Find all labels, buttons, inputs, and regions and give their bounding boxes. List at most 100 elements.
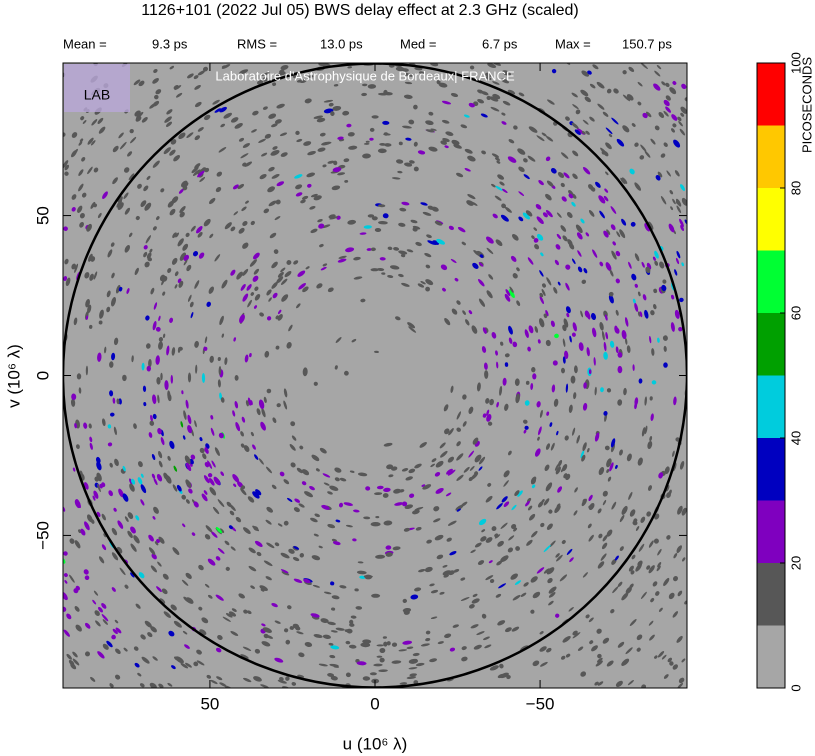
speckle [247, 299, 252, 308]
stat-label: Max = [555, 36, 591, 51]
speckle [422, 211, 432, 216]
speckle [150, 414, 153, 422]
speckle [211, 460, 216, 468]
speckle [598, 195, 606, 204]
speckle [276, 181, 285, 187]
speckle [357, 561, 364, 564]
speckle [283, 388, 288, 398]
speckle [379, 142, 386, 146]
speckle [115, 284, 121, 294]
speckle [318, 223, 325, 229]
speckle [82, 120, 87, 124]
speckle [148, 547, 156, 555]
speckle [460, 597, 470, 601]
speckle [185, 399, 189, 409]
speckle [108, 490, 113, 497]
speckle [190, 311, 194, 319]
speckle [333, 160, 338, 166]
speckle [592, 249, 598, 258]
speckle [109, 361, 114, 368]
speckle [153, 302, 158, 310]
speckle [389, 265, 400, 270]
speckle [527, 155, 536, 162]
speckle [588, 505, 593, 510]
speckle [111, 587, 116, 592]
speckle [415, 526, 422, 531]
speckle [281, 294, 289, 302]
speckle [501, 112, 506, 116]
speckle [78, 169, 84, 176]
speckle [565, 383, 569, 393]
speckle [580, 310, 584, 318]
speckle [353, 276, 363, 280]
speckle [395, 66, 405, 72]
speckle [679, 128, 686, 136]
speckle [252, 491, 260, 499]
speckle [485, 398, 490, 404]
speckle [302, 367, 308, 377]
speckle [446, 537, 452, 542]
speckle [533, 227, 537, 231]
speckle [387, 275, 394, 278]
speckle [597, 508, 602, 514]
speckle [677, 682, 684, 688]
speckle [313, 381, 318, 386]
speckle [622, 70, 627, 75]
speckle [167, 682, 173, 687]
speckle [491, 332, 497, 339]
speckle [204, 114, 211, 121]
speckle [240, 488, 247, 496]
speckle [471, 598, 480, 604]
watermark: Laboratoire d'Astrophysique de Bordeaux|… [215, 68, 515, 83]
speckle [311, 555, 321, 561]
speckle [197, 70, 206, 76]
speckle [102, 643, 109, 650]
speckle [634, 397, 639, 406]
speckle [392, 546, 401, 551]
speckle [343, 502, 354, 506]
speckle [674, 309, 680, 319]
speckle [669, 661, 674, 666]
speckle [115, 648, 121, 655]
speckle [111, 527, 118, 536]
speckle [80, 116, 85, 121]
speckle [434, 220, 443, 226]
speckle [217, 635, 223, 640]
speckle [577, 266, 583, 273]
speckle [329, 216, 339, 220]
speckle [254, 648, 261, 654]
stat-value: 6.7 ps [482, 36, 518, 51]
speckle [487, 421, 493, 426]
speckle [153, 478, 158, 486]
speckle [119, 141, 127, 150]
speckle [568, 404, 573, 413]
speckle [588, 184, 594, 190]
speckle [653, 303, 657, 310]
speckle [496, 503, 503, 510]
speckle [636, 634, 643, 641]
speckle [320, 266, 327, 271]
speckle [310, 193, 318, 198]
speckle [409, 493, 415, 498]
speckle [599, 261, 604, 267]
speckle [314, 513, 320, 518]
speckle [299, 553, 305, 558]
speckle [327, 491, 333, 495]
speckle [379, 257, 386, 261]
speckle [476, 382, 481, 392]
speckle [383, 520, 393, 526]
speckle [485, 236, 494, 244]
speckle [402, 640, 413, 645]
speckle [650, 310, 655, 316]
speckle [478, 298, 486, 307]
speckle [317, 147, 326, 152]
speckle [265, 635, 274, 639]
speckle [243, 445, 250, 453]
speckle [137, 477, 143, 485]
speckle [344, 629, 350, 633]
speckle [594, 432, 600, 442]
speckle [233, 483, 237, 488]
speckle [85, 365, 89, 376]
speckle [263, 396, 267, 404]
speckle [140, 634, 146, 640]
